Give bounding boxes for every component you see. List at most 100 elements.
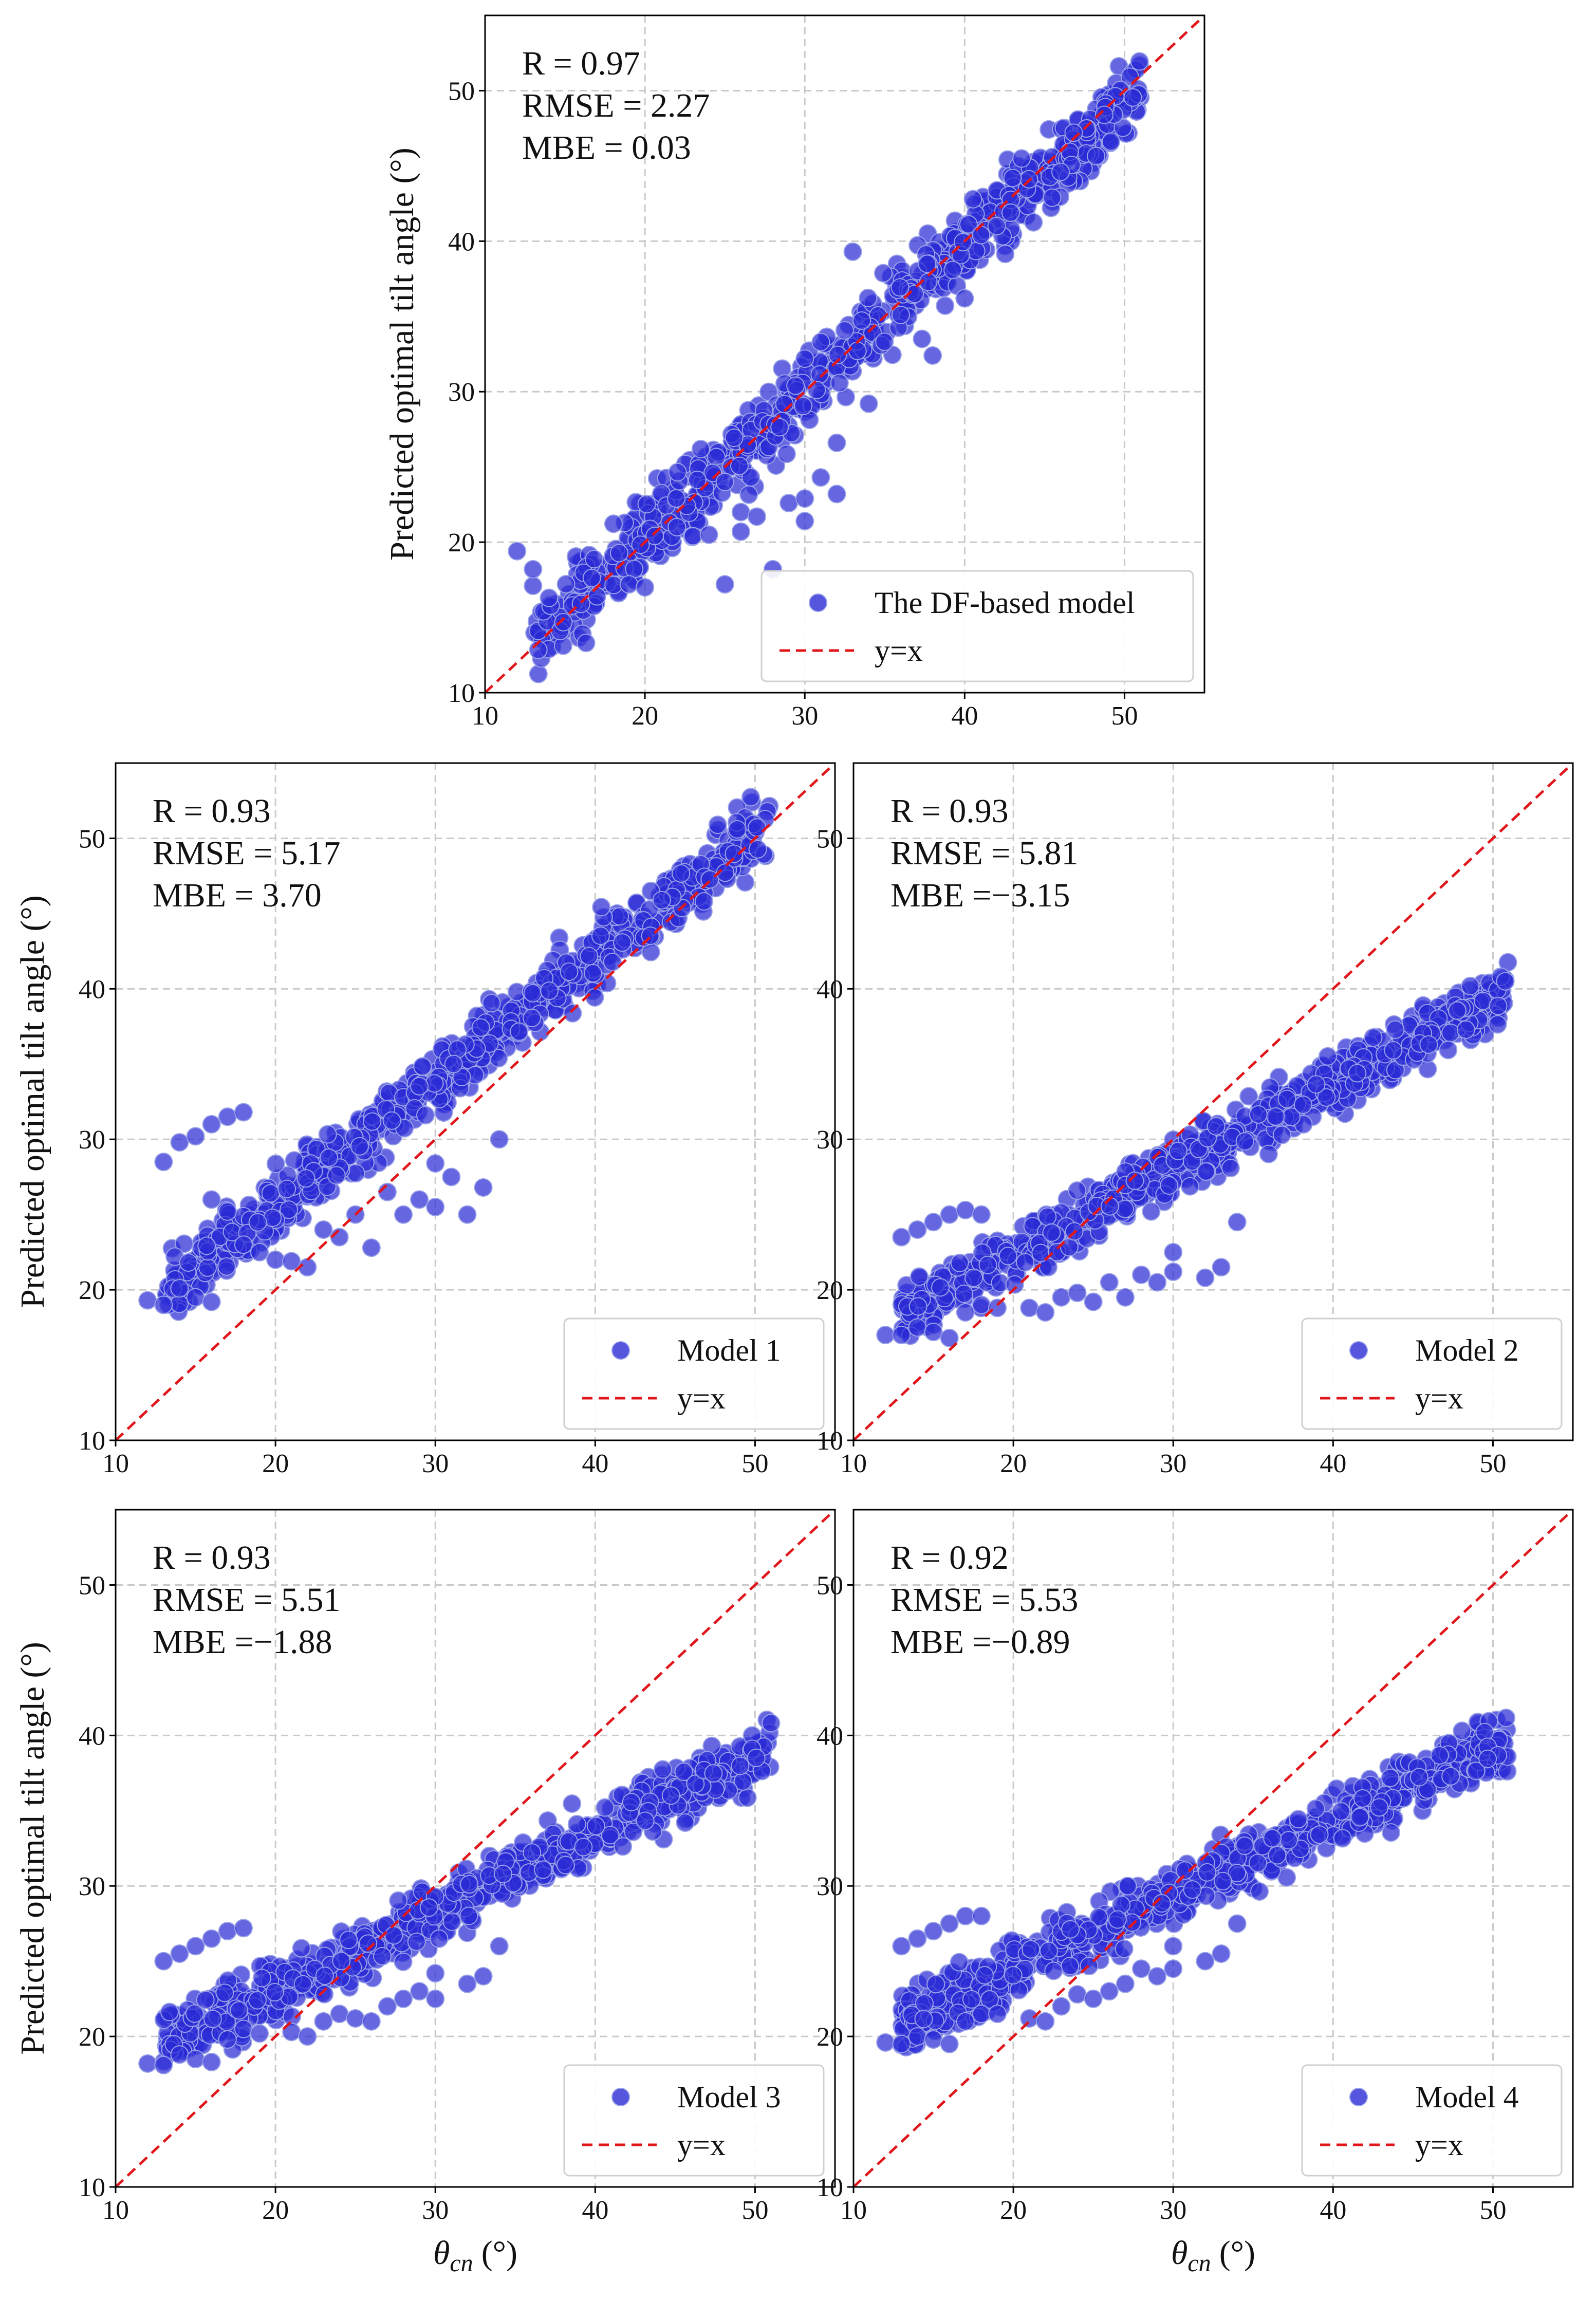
data-point — [186, 1937, 205, 1956]
data-point — [852, 311, 871, 330]
data-point — [988, 2005, 1007, 2024]
data-point — [1441, 1767, 1460, 1786]
data-point — [748, 840, 767, 859]
data-point — [874, 264, 893, 283]
data-point — [747, 1748, 766, 1767]
legend-box — [1301, 1318, 1563, 1430]
data-point — [1196, 1952, 1215, 1971]
data-point — [1386, 1020, 1405, 1039]
data-point — [955, 289, 974, 308]
data-point — [196, 1990, 215, 2009]
data-point — [315, 1967, 334, 1986]
data-point — [1036, 1303, 1055, 1322]
data-point — [777, 444, 796, 463]
x-axis-subscript: cn — [450, 2250, 473, 2277]
data-point — [996, 245, 1015, 264]
data-point — [890, 278, 910, 297]
chart-panel-model-3: 10 20 30 40 50 10 20 30 40 50 R = 0.93 RMSE = 5.51 M… — [14, 1509, 836, 2277]
data-point — [747, 507, 766, 526]
data-point — [524, 577, 543, 596]
y-axis-label: Predicted optimal tilt angle (°) — [14, 1642, 51, 2055]
data-point — [554, 613, 573, 632]
data-point — [940, 2034, 959, 2053]
data-point — [1084, 1292, 1103, 1311]
data-point — [474, 1178, 493, 1197]
data-point — [250, 1242, 269, 1262]
data-point — [620, 575, 638, 594]
data-point — [956, 1200, 975, 1219]
data-point — [1180, 1177, 1199, 1196]
data-point — [1467, 1761, 1486, 1780]
data-point — [956, 1303, 975, 1322]
data-point — [175, 1234, 194, 1253]
data-point — [426, 1964, 445, 1983]
chart-panel-model-4: 10 20 30 40 50 10 20 30 40 50 R = 0.92 RMSE = 5.53 M… — [816, 1509, 1574, 2277]
data-point — [1263, 1829, 1282, 1848]
data-point — [1118, 1877, 1137, 1896]
data-point — [1496, 972, 1515, 991]
data-point — [202, 1190, 221, 1209]
stat-r: R = 0.92 — [890, 1539, 1009, 1576]
data-point — [248, 1213, 267, 1232]
data-point — [378, 1182, 397, 1201]
data-point — [215, 1983, 234, 2002]
data-point — [762, 1714, 781, 1733]
data-point — [339, 1931, 358, 1950]
data-point — [293, 1975, 312, 1994]
data-point — [266, 1154, 285, 1173]
y-tick-label: 40 — [816, 975, 843, 1004]
data-point — [426, 1198, 445, 1217]
stat-rmse: RMSE = 5.81 — [890, 834, 1078, 872]
data-point — [265, 1983, 284, 2002]
data-point — [707, 448, 726, 467]
data-point — [739, 485, 758, 504]
y-tick-label: 20 — [816, 2023, 843, 2052]
data-point — [382, 1111, 401, 1130]
data-point — [1108, 1910, 1127, 1929]
data-point — [234, 2019, 253, 2038]
data-point — [442, 1167, 461, 1186]
data-point — [346, 2009, 365, 2028]
data-point — [592, 898, 611, 917]
data-point — [584, 964, 603, 983]
data-point — [413, 1057, 432, 1076]
x-tick-label: 50 — [1479, 1449, 1506, 1478]
data-point — [1310, 1825, 1329, 1844]
data-point — [389, 1891, 408, 1910]
data-point — [160, 2002, 179, 2021]
data-point — [780, 493, 799, 512]
data-point — [1348, 1064, 1367, 1083]
data-point — [795, 489, 814, 508]
data-point — [609, 544, 628, 563]
x-tick-label: 40 — [582, 2196, 608, 2225]
chart-panel-model-1: 10 20 30 40 50 10 20 30 40 50 R = 0.93 RMSE = 5.17 M… — [14, 762, 836, 1478]
data-point — [876, 2033, 895, 2052]
data-point — [1001, 203, 1020, 222]
data-point — [795, 512, 814, 531]
data-point — [1235, 1837, 1254, 1856]
x-tick-label: 30 — [1160, 2196, 1186, 2225]
data-point — [1439, 1041, 1458, 1060]
data-point — [811, 468, 830, 487]
data-point — [217, 1257, 236, 1276]
data-point — [622, 1792, 641, 1811]
data-point — [962, 1990, 981, 2009]
data-point — [1289, 1810, 1308, 1829]
data-point — [1164, 1937, 1183, 1956]
data-point — [591, 926, 610, 945]
data-point — [1249, 1853, 1268, 1872]
data-point — [708, 815, 727, 834]
x-tick-label: 30 — [422, 1449, 449, 1478]
data-point — [786, 376, 805, 395]
data-point — [1164, 1242, 1183, 1262]
data-point — [795, 349, 814, 368]
data-point — [186, 1288, 205, 1307]
data-point — [972, 2005, 991, 2024]
data-point — [975, 1966, 994, 1985]
data-point — [998, 1247, 1017, 1266]
data-point — [394, 1205, 413, 1224]
data-point — [416, 1106, 435, 1125]
data-point — [314, 1220, 333, 1239]
data-point — [1333, 1829, 1352, 1848]
